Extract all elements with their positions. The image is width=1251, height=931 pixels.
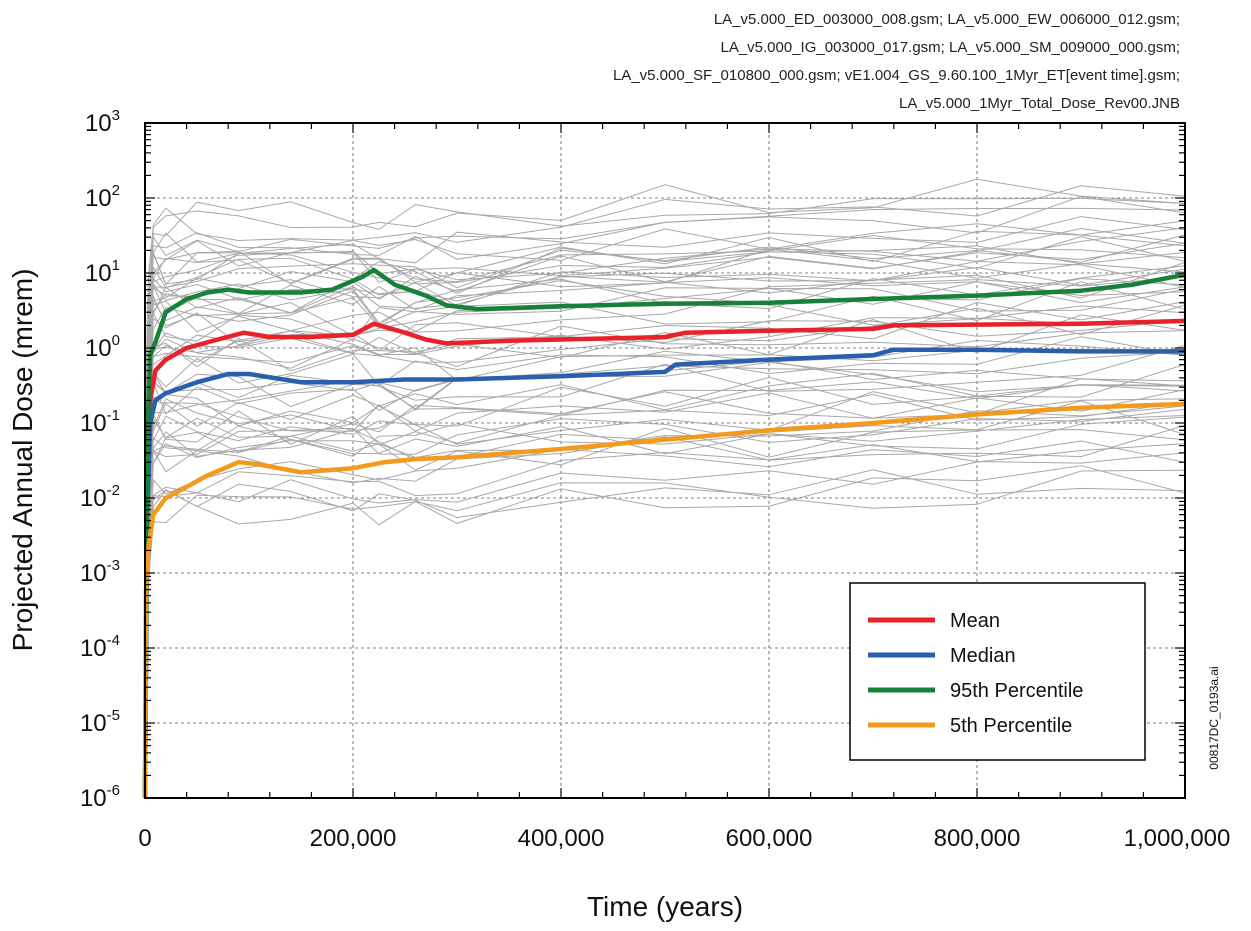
x-tick-label: 400,000 <box>518 825 605 852</box>
legend-label: 5th Percentile <box>950 715 1072 737</box>
x-tick-label: 600,000 <box>726 825 813 852</box>
realization-line <box>144 230 1186 776</box>
plot-area-border <box>144 122 1186 799</box>
realization-line <box>144 197 1186 776</box>
x-tick-label: 0 <box>138 825 151 852</box>
realization-line <box>144 427 1186 776</box>
realization-line <box>144 281 1186 776</box>
realization-line <box>144 440 1186 776</box>
statistic-lines <box>142 267 1186 799</box>
series-line-mean <box>142 318 1186 799</box>
y-tick-label: 10-2 <box>80 482 120 512</box>
y-tick-label: 101 <box>85 257 120 287</box>
y-tick-label: 102 <box>85 182 120 212</box>
source-line: LA_v5.000_SF_010800_000.gsm; vE1.004_GS_… <box>613 67 1180 84</box>
y-tick-label: 10-3 <box>80 557 120 587</box>
y-axis-title: Projected Annual Dose (mrem) <box>7 269 38 652</box>
realization-line <box>144 287 1186 776</box>
realization-line <box>144 381 1186 776</box>
x-tick-label: 200,000 <box>310 825 397 852</box>
source-file-list: LA_v5.000_ED_003000_008.gsm; LA_v5.000_E… <box>613 11 1180 112</box>
axis-ticks <box>144 123 1186 799</box>
realization-line <box>144 400 1186 776</box>
realization-line <box>144 227 1186 776</box>
x-axis-tick-labels: 0 200,000 400,000 600,000 800,000 1,000,000 <box>138 825 1230 852</box>
series-line-5th-percentile <box>142 401 1186 799</box>
realization-line <box>144 236 1186 776</box>
legend: Mean Median 95th Percentile 5th Percentile <box>849 582 1146 761</box>
legend-label: Median <box>950 645 1016 667</box>
realization-line <box>144 444 1186 776</box>
realization-line <box>144 416 1186 776</box>
y-tick-label: 10-4 <box>80 632 120 662</box>
realization-line <box>144 469 1186 776</box>
x-tick-label: 800,000 <box>934 825 1021 852</box>
realization-line <box>144 415 1186 776</box>
y-axis-tick-labels: 103 102 101 100 10-1 10-2 10-3 10-4 10-5 10-6 <box>80 107 120 812</box>
legend-label: Mean <box>950 610 1000 632</box>
source-line: LA_v5.000_ED_003000_008.gsm; LA_v5.000_E… <box>714 11 1180 28</box>
realization-line <box>144 277 1186 776</box>
source-line: LA_v5.000_IG_003000_017.gsm; LA_v5.000_S… <box>720 39 1180 56</box>
y-tick-label: 10-5 <box>80 707 120 737</box>
source-line: LA_v5.000_1Myr_Total_Dose_Rev00.JNB <box>899 95 1180 112</box>
y-tick-label: 10-6 <box>80 782 120 812</box>
y-tick-label: 100 <box>85 332 120 362</box>
x-tick-label: 1,000,000 <box>1124 825 1231 852</box>
realization-line <box>144 276 1186 776</box>
legend-label: 95th Percentile <box>950 680 1083 702</box>
series-line-95th-percentile <box>142 267 1186 799</box>
realization-line <box>144 185 1186 776</box>
realization-line <box>144 345 1186 776</box>
realization-line <box>144 207 1186 776</box>
series-line-median <box>142 347 1185 799</box>
realization-line <box>144 469 1186 776</box>
legend-box <box>849 582 1146 761</box>
y-tick-label: 103 <box>85 107 120 137</box>
figure-id: 00817DC_0193a.ai <box>1207 666 1221 769</box>
realization-line <box>144 266 1186 776</box>
realization-line <box>144 245 1186 776</box>
realization-line <box>144 265 1186 776</box>
realization-line <box>144 363 1186 776</box>
x-axis-title: Time (years) <box>587 891 743 922</box>
y-tick-label: 10-1 <box>80 407 120 437</box>
